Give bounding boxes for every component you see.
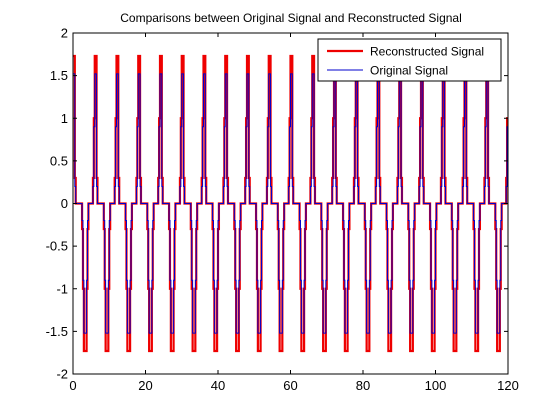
legend-label: Reconstructed Signal <box>370 45 484 59</box>
series-line-original-signal <box>73 73 508 334</box>
y-tick-label: 1 <box>61 111 68 126</box>
y-tick-label: 0 <box>61 196 68 211</box>
y-tick-label: -2 <box>56 367 68 382</box>
x-tick-label: 80 <box>356 378 370 393</box>
x-tick-label: 100 <box>425 378 447 393</box>
y-tick-label: 0.5 <box>50 153 68 168</box>
y-tick-label: 1.5 <box>50 68 68 83</box>
series-group <box>73 54 508 353</box>
legend: Reconstructed Signal Original Signal <box>317 38 502 82</box>
y-tick-label: 2 <box>61 26 68 41</box>
chart-title: Comparisons between Original Signal and … <box>120 11 462 25</box>
plot-area: 0 20 40 60 80 100 120 -2 -1.5 -1 -0.5 0 0.5 1 1.5 2 <box>46 26 519 394</box>
x-tick-label: 60 <box>283 378 297 393</box>
x-tick-label: 120 <box>497 378 519 393</box>
x-tick-label: 40 <box>211 378 225 393</box>
y-tick-label: -0.5 <box>46 239 68 254</box>
legend-label: Original Signal <box>370 64 448 78</box>
x-tick-label: 20 <box>138 378 152 393</box>
x-tick-label: 0 <box>69 378 76 393</box>
y-tick-label: -1.5 <box>46 324 68 339</box>
legend-box <box>317 38 502 82</box>
y-tick-label: -1 <box>56 281 68 296</box>
